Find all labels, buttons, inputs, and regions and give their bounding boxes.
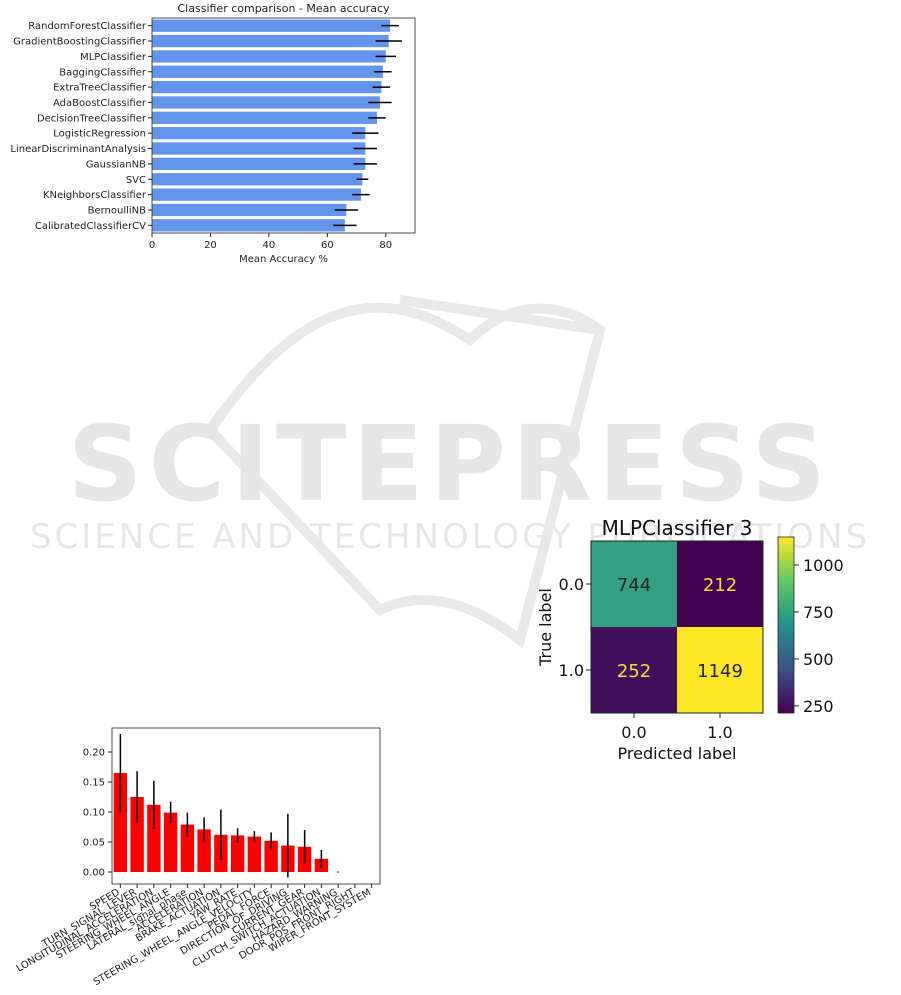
chart1-ytick-label: KNeighborsClassifier: [43, 190, 147, 201]
chart1-bar: [152, 157, 366, 171]
chart2-cell: [677, 627, 763, 713]
chart3-bar: [180, 824, 195, 872]
chart2-cell-value: 252: [617, 661, 651, 682]
chart3-bar: [130, 797, 144, 872]
chart1-bar: [152, 188, 361, 201]
chart1-xlabel: Mean Accuracy %: [239, 254, 328, 265]
chart2-cell: [591, 541, 677, 627]
chart1-frame: [151, 17, 416, 234]
chart1-ytick-label: LogisticRegression: [53, 129, 146, 140]
watermark-main: SCITEPRESS: [68, 403, 832, 525]
chart1-ytick-label: CalibratedClassifierCV: [35, 221, 146, 232]
chart1-bar: [152, 96, 380, 109]
chart1-bar: [152, 50, 386, 63]
chart1-ytick-label: GradientBoostingClassifier: [13, 37, 147, 48]
chart3-ytick-label: 0.05: [83, 838, 105, 849]
chart2-ytick-label: 0.0: [559, 575, 584, 594]
chart2-colorbar-tick-label: 1000: [803, 556, 844, 575]
chart1-xtick-label: 0: [149, 240, 155, 251]
chart2-colorbar: [777, 536, 795, 714]
chart1-ytick-label: DecisionTreeClassifier: [37, 113, 147, 124]
chart1-ytick-label: BernoulliNB: [88, 205, 147, 216]
chart1-xtick-label: 80: [379, 240, 392, 251]
chart1-ytick-label: LinearDiscriminantAnalysis: [10, 144, 146, 155]
chart2-cell-value: 212: [703, 575, 737, 596]
chart2-frame: [590, 540, 764, 714]
chart2-xtick-label: 1.0: [707, 723, 732, 742]
chart1-title: Classifier comparison - Mean accuracy: [178, 2, 390, 15]
chart2-xlabel: Predicted label: [618, 744, 737, 763]
chart1-ytick-label: RandomForestClassifier: [28, 21, 147, 32]
chart1-xtick-label: 40: [263, 240, 276, 251]
chart1-bar: [152, 80, 382, 94]
chart1-bar: [152, 111, 378, 124]
chart3-ytick-label: 0.00: [83, 868, 105, 879]
chart3-bar: [197, 829, 211, 872]
chart1-ytick-label: MLPClassifier: [80, 52, 147, 63]
chart3-ytick-label: 0.10: [83, 808, 105, 819]
chart3-bar: [264, 840, 278, 872]
chart3-ytick-label: 0.15: [83, 778, 105, 789]
chart1-ytick-label: BaggingClassifier: [59, 67, 147, 78]
chart3-bar: [163, 812, 178, 872]
chart2-ytick-label: 1.0: [559, 661, 584, 680]
chart3-bar: [230, 835, 245, 872]
chart2-cell-value: 744: [617, 575, 651, 596]
chart3-bar: [147, 804, 161, 872]
chart1-bar: [152, 34, 389, 48]
chart2-xtick-label: 0.0: [621, 723, 646, 742]
chart2-cell: [591, 627, 677, 713]
chart3-ytick-label: 0.20: [83, 748, 105, 759]
chart2-ylabel: True label: [536, 588, 555, 667]
chart3-bar: [113, 773, 128, 872]
chart1-ytick-label: SVC: [126, 175, 146, 186]
chart1-xtick-label: 60: [321, 240, 334, 251]
chart3-frame: [111, 727, 381, 885]
chart2-colorbar-tick-label: 500: [803, 650, 834, 669]
chart2-title: MLPClassifier 3: [602, 516, 753, 540]
chart1-bar: [152, 203, 347, 217]
chart2-colorbar-tick-label: 250: [803, 697, 834, 716]
chart1-bar: [152, 142, 366, 155]
chart1-xtick-label: 20: [204, 240, 217, 251]
chart1-ytick-label: ExtraTreeClassifier: [53, 83, 147, 94]
chart2-cell: [677, 541, 763, 627]
chart1-ytick-label: AdaBoostClassifier: [53, 98, 147, 109]
chart1-ytick-label: GaussianNB: [86, 159, 146, 170]
chart3-bar: [247, 836, 262, 872]
chart1-bar: [152, 127, 366, 140]
chart2-colorbar-tick-label: 750: [803, 603, 834, 622]
chart1-bar: [152, 65, 383, 78]
chart1-bar: [152, 173, 363, 186]
chart1-bar: [152, 219, 345, 232]
chart2-cell-value: 1149: [697, 661, 743, 682]
chart1-bar: [152, 19, 391, 32]
watermark-book-icon: [203, 295, 606, 649]
